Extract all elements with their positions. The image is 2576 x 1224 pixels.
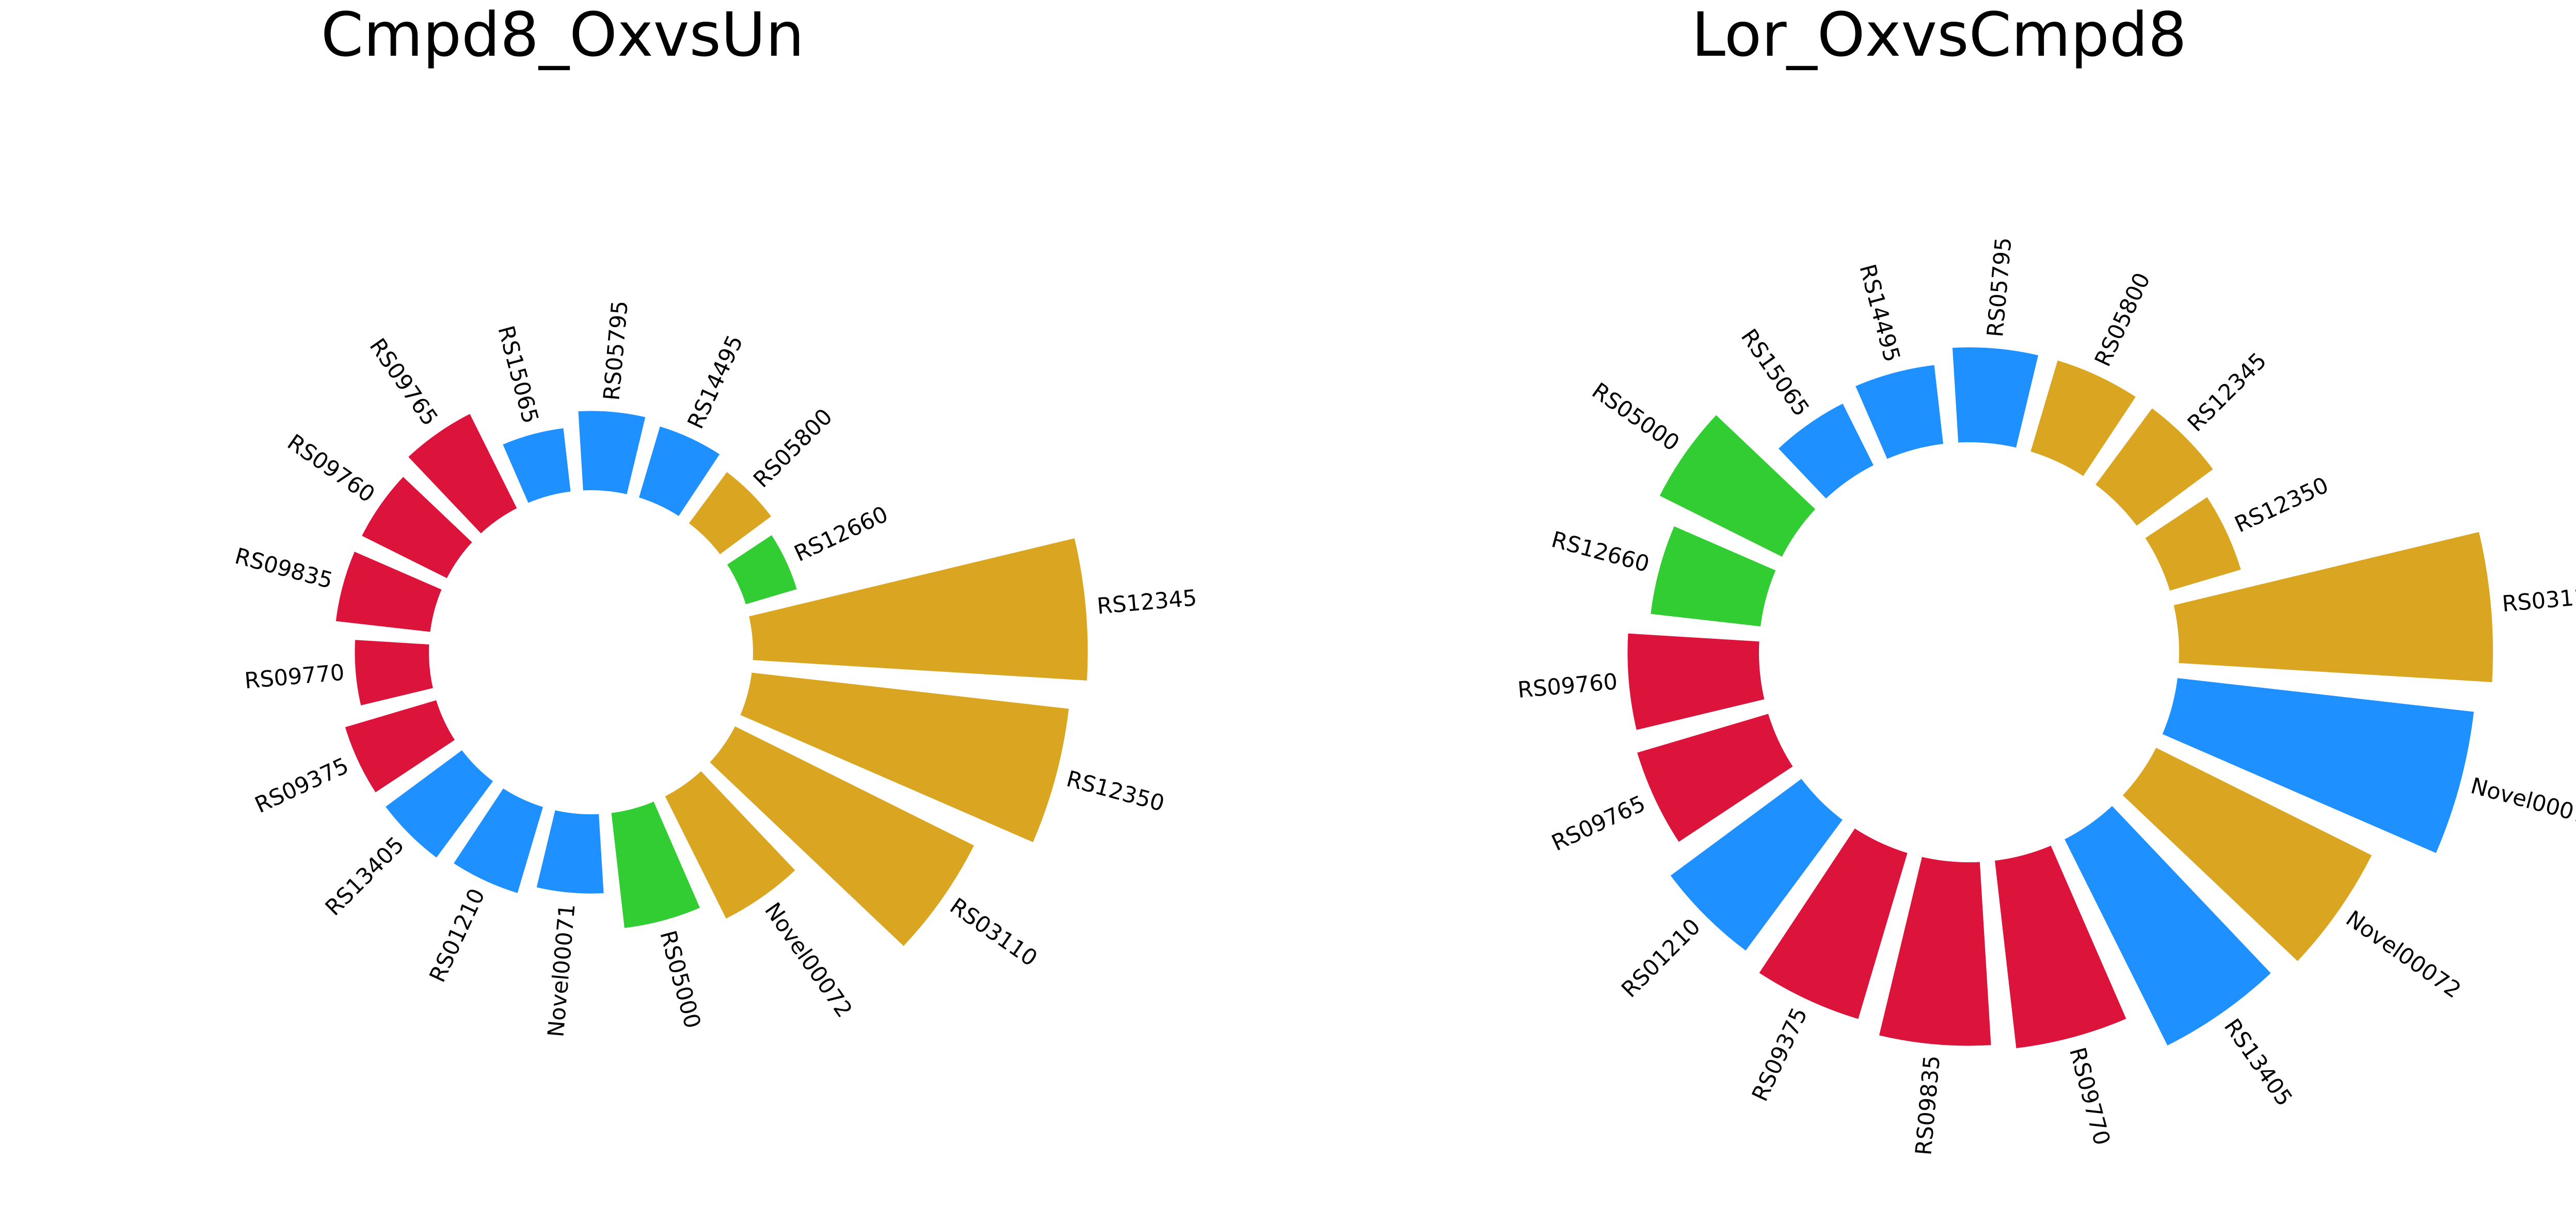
bar-rs09835: [331, 546, 447, 637]
bar-label-novel00071: Novel00071: [543, 903, 580, 1038]
bar-rs13405: [2059, 800, 2277, 1051]
bar-rs12350: [2139, 491, 2246, 596]
chart-title-lor-oxvscmpd8: Lor_OxvsCmpd8: [1691, 0, 2187, 70]
bar-rs01210: [1665, 773, 1848, 957]
bar-rs09760: [356, 471, 478, 584]
bar-label-rs15065: RS15065: [492, 323, 543, 426]
bar-label-rs09835: RS09835: [1911, 1054, 1945, 1156]
bar-rs12660: [1646, 521, 1781, 631]
bar-rs09770: [350, 635, 438, 711]
bar-rs09770: [1990, 840, 2132, 1053]
chart-cmpd8-oxvsun: Cmpd8_OxvsUn RS12345 RS12350 RS03110 Novel0…: [232, 0, 1198, 1038]
bar-label-rs15065: RS15065: [1736, 325, 1814, 422]
bar-label-rs14495: RS14495: [683, 331, 748, 433]
bar-novel00071: [532, 805, 609, 898]
bar-label-rs14495: RS14495: [1854, 262, 1905, 365]
bar-rs14495: [1850, 360, 1948, 464]
bar-label-rs12345: RS12345: [2183, 348, 2272, 437]
bar-label-rs12345: RS12345: [1096, 585, 1198, 620]
bar-label-rs09770: RS09770: [244, 659, 346, 694]
bar-label-rs09765: RS09765: [364, 334, 443, 431]
bar-rs09375: [340, 695, 461, 798]
bar-novel00072: [2117, 742, 2377, 967]
bar-rs05795: [573, 407, 650, 500]
bar-label-rs05800: RS05800: [2090, 269, 2155, 371]
bar-rs15065: [497, 424, 575, 508]
chart-bars-cmpd8-oxvsun: [331, 407, 1092, 952]
bar-rs09375: [1753, 823, 1913, 1024]
bar-label-rs05795: RS05795: [599, 300, 633, 402]
chart-bars-lor-oxvscmpd8: [1623, 343, 2498, 1053]
bar-label-rs09835: RS09835: [232, 543, 335, 594]
bar-rs01210: [448, 782, 548, 898]
bar-label-rs12350: RS12350: [2231, 472, 2332, 538]
bar-label-rs01210: RS01210: [425, 884, 490, 986]
bar-rs13405: [379, 744, 499, 864]
bar-rs09760: [1623, 629, 1769, 735]
bar-label-rs09770: RS09770: [2064, 1045, 2115, 1148]
bar-label-rs09760: RS09760: [1516, 669, 1619, 703]
bar-label-rs12350: RS12350: [1064, 766, 1167, 816]
bar-rs12345: [2090, 402, 2219, 532]
bar-rs15065: [1772, 398, 1879, 505]
bar-rs03110: [2169, 527, 2498, 687]
bar-rs12660: [721, 529, 802, 609]
bar-rs05800: [683, 466, 777, 560]
bar-rs09835: [1874, 852, 1996, 1050]
bar-rs14495: [634, 421, 726, 522]
bar-label-rs09375: RS09375: [251, 753, 353, 818]
bar-novel00071: [2157, 673, 2478, 859]
bar-label-novel00071: Novel00071: [2468, 773, 2576, 832]
bar-rs12345: [744, 533, 1092, 685]
bar-rs05800: [2025, 355, 2141, 482]
bar-label-rs03110: RS03110: [945, 893, 1042, 972]
chart-title-cmpd8-oxvsun: Cmpd8_OxvsUn: [321, 0, 804, 70]
bar-label-rs05795: RS05795: [1982, 236, 2017, 339]
bar-rs09765: [1632, 708, 1799, 848]
bar-label-rs13405: RS13405: [2219, 1014, 2297, 1111]
bar-label-novel00072: Novel00072: [2341, 906, 2466, 1004]
bar-label-rs12660: RS12660: [790, 502, 892, 567]
bar-label-novel00072: Novel00072: [759, 898, 857, 1022]
bar-novel00072: [659, 765, 801, 924]
bar-label-rs09760: RS09760: [282, 429, 379, 508]
bar-label-rs01210: RS01210: [1617, 914, 1706, 1003]
bar-label-rs05000: RS05000: [654, 928, 705, 1031]
bar-label-rs13405: RS13405: [321, 832, 410, 921]
bar-label-rs12660: RS12660: [1549, 527, 1652, 577]
bar-label-rs05800: RS05800: [748, 404, 838, 493]
bar-rs09765: [402, 408, 523, 539]
bar-rs05795: [1948, 343, 2043, 453]
bar-label-rs09375: RS09375: [1747, 1004, 1813, 1105]
bar-label-rs03110: RS03110: [2501, 583, 2576, 617]
bar-label-rs05000: RS05000: [1587, 378, 1684, 456]
bar-rs05000: [606, 796, 706, 933]
bar-rs05000: [1654, 409, 1821, 562]
bar-label-rs09765: RS09765: [1548, 791, 1650, 856]
bar-rs03110: [704, 720, 980, 952]
chart-lor-oxvscmpd8: Lor_OxvsCmpd8 RS03110 Novel00071 Novel0007…: [1516, 0, 2576, 1156]
bar-rs12350: [735, 668, 1074, 848]
